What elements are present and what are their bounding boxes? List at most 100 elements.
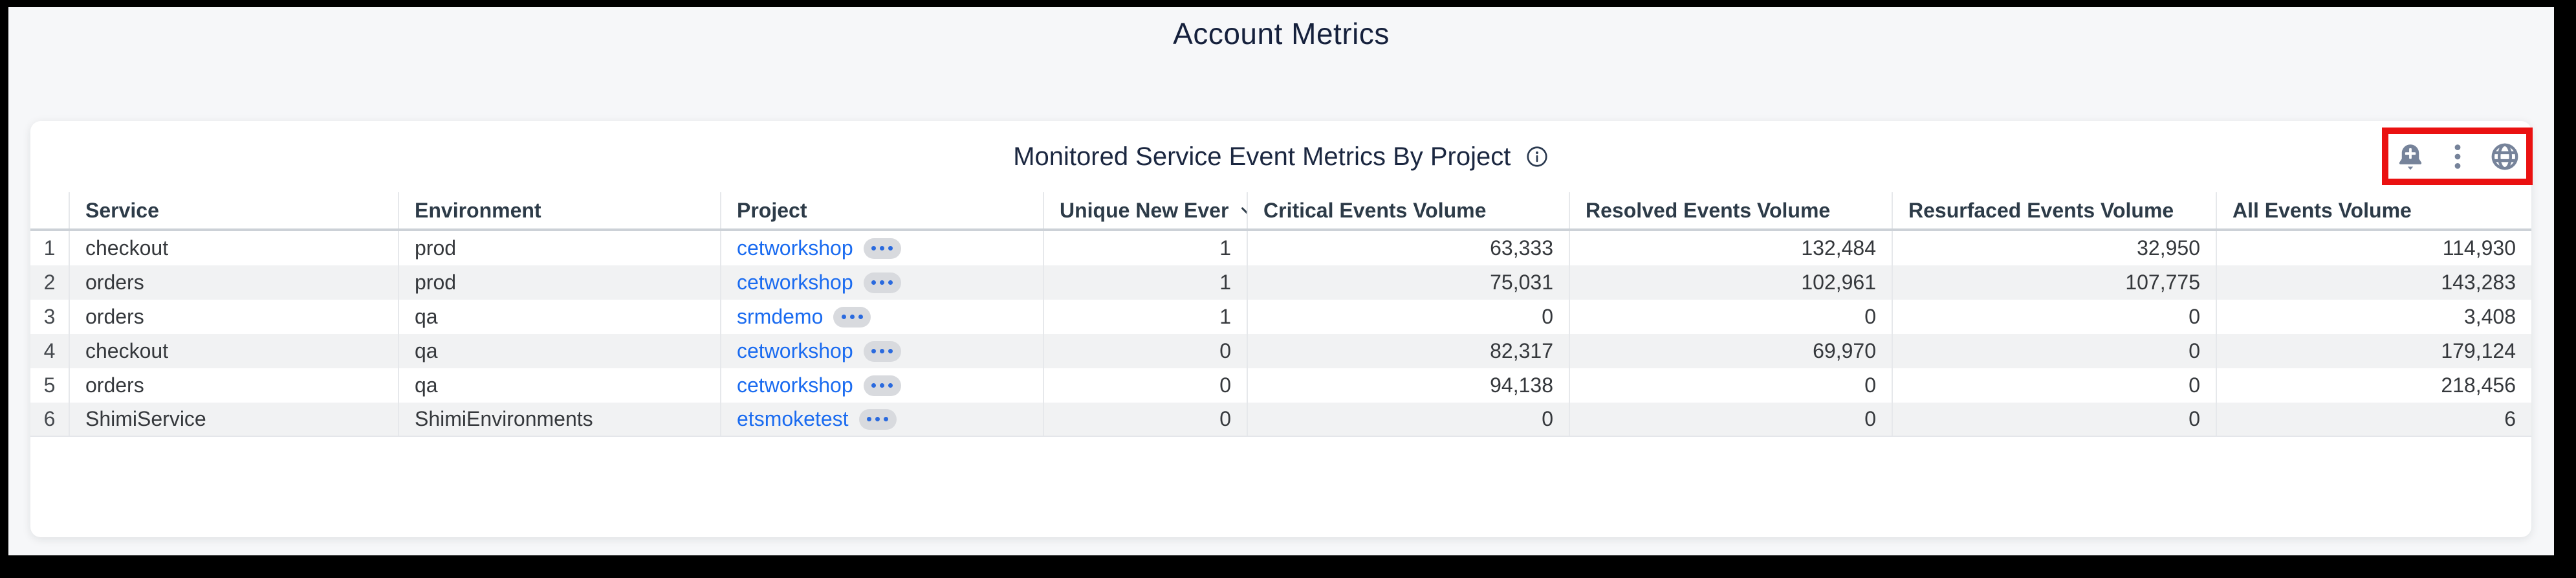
table-row: 3 orders qa srmdemo 1 0 0 0 3,408	[30, 300, 2531, 334]
table-row: 4 checkout qa cetworkshop 0 82,317 69,97…	[30, 334, 2531, 368]
cell-critical: 94,138	[1247, 368, 1569, 403]
cell-all: 3,408	[2216, 300, 2531, 334]
cell-environment: ShimiEnvironments	[398, 403, 720, 436]
cell-critical: 82,317	[1247, 334, 1569, 368]
cell-resolved: 132,484	[1569, 231, 1892, 265]
header-resolved[interactable]: Resolved Events Volume	[1569, 192, 1892, 228]
ellipsis-icon	[871, 349, 893, 353]
project-actions-pill[interactable]	[863, 340, 901, 362]
cell-critical: 0	[1247, 300, 1569, 334]
project-link[interactable]: cetworkshop	[737, 373, 853, 397]
cell-all: 218,456	[2216, 368, 2531, 403]
row-number: 3	[43, 305, 56, 328]
header-critical[interactable]: Critical Events Volume	[1247, 192, 1569, 228]
row-number: 1	[43, 236, 56, 260]
cell-service: checkout	[69, 231, 398, 265]
cell-service: orders	[69, 300, 398, 334]
cell-all: 6	[2216, 403, 2531, 436]
cell-all: 114,930	[2216, 231, 2531, 265]
header-all[interactable]: All Events Volume	[2216, 192, 2531, 228]
cell-environment: qa	[398, 368, 720, 403]
project-actions-pill[interactable]	[863, 375, 901, 396]
header-project[interactable]: Project	[720, 192, 1043, 228]
cell-project: cetworkshop	[720, 231, 1043, 265]
panel-toolbar-highlight-box	[2382, 128, 2533, 185]
ellipsis-icon	[871, 383, 893, 388]
panel-header: Monitored Service Event Metrics By Proje…	[30, 121, 2533, 192]
cell-resurfaced: 0	[1892, 403, 2216, 436]
header-unique-new-ever[interactable]: Unique New Ever	[1043, 192, 1247, 228]
kebab-menu-icon[interactable]	[2451, 142, 2464, 172]
cell-service: orders	[69, 265, 398, 300]
cell-resolved: 69,970	[1569, 334, 1892, 368]
header-environment[interactable]: Environment	[398, 192, 720, 228]
ellipsis-icon	[871, 246, 893, 250]
cell-project: cetworkshop	[720, 368, 1043, 403]
cell-resurfaced: 0	[1892, 334, 2216, 368]
project-link[interactable]: srmdemo	[737, 305, 824, 328]
sort-desc-chevron-icon[interactable]	[1238, 201, 1247, 220]
header-unique-label: Unique New Ever	[1060, 198, 1229, 222]
header-service[interactable]: Service	[69, 192, 398, 228]
panel-title: Monitored Service Event Metrics By Proje…	[1013, 142, 1511, 171]
project-link[interactable]: cetworkshop	[737, 236, 853, 260]
cell-all: 143,283	[2216, 265, 2531, 300]
row-number: 6	[43, 407, 56, 430]
cell-project: etsmoketest	[720, 403, 1043, 436]
dashboard-page: Account Metrics Monitored Service Event …	[8, 7, 2554, 555]
header-resurfaced[interactable]: Resurfaced Events Volume	[1892, 192, 2216, 228]
cell-project: srmdemo	[720, 300, 1043, 334]
cell-project: cetworkshop	[720, 334, 1043, 368]
cell-all: 179,124	[2216, 334, 2531, 368]
metrics-table: Service Environment Project Unique New E…	[30, 192, 2531, 437]
table-row: 5 orders qa cetworkshop 0 94,138 0 0 218…	[30, 368, 2531, 403]
cell-service: orders	[69, 368, 398, 403]
add-alert-bell-icon[interactable]	[2396, 142, 2425, 172]
cell-resolved: 0	[1569, 368, 1892, 403]
project-actions-pill[interactable]	[858, 408, 897, 430]
globe-icon[interactable]	[2490, 142, 2520, 172]
cell-resurfaced: 0	[1892, 300, 2216, 334]
project-actions-pill[interactable]	[833, 306, 871, 328]
cell-service: ShimiService	[69, 403, 398, 436]
cell-service: checkout	[69, 334, 398, 368]
row-number: 2	[43, 271, 56, 294]
info-icon[interactable]	[1525, 145, 1549, 168]
cell-critical: 75,031	[1247, 265, 1569, 300]
cell-unique: 1	[1043, 231, 1247, 265]
cell-resurfaced: 107,775	[1892, 265, 2216, 300]
project-actions-pill[interactable]	[863, 272, 901, 293]
cell-environment: prod	[398, 265, 720, 300]
table-panel: Monitored Service Event Metrics By Proje…	[30, 121, 2533, 537]
project-link[interactable]: cetworkshop	[737, 271, 853, 294]
cell-unique: 1	[1043, 265, 1247, 300]
table-header-row: Service Environment Project Unique New E…	[30, 192, 2531, 231]
project-actions-pill[interactable]	[863, 238, 901, 259]
cell-environment: qa	[398, 334, 720, 368]
ellipsis-icon	[841, 315, 863, 319]
table-row: 1 checkout prod cetworkshop 1 63,333 132…	[30, 231, 2531, 265]
cell-unique: 1	[1043, 300, 1247, 334]
header-row-number	[30, 192, 69, 228]
cell-unique: 0	[1043, 368, 1247, 403]
project-link[interactable]: etsmoketest	[737, 407, 849, 430]
cell-resolved: 0	[1569, 300, 1892, 334]
cell-resolved: 0	[1569, 403, 1892, 436]
project-link[interactable]: cetworkshop	[737, 339, 853, 362]
cell-environment: qa	[398, 300, 720, 334]
cell-unique: 0	[1043, 403, 1247, 436]
row-number: 4	[43, 339, 56, 362]
cell-resurfaced: 32,950	[1892, 231, 2216, 265]
row-number: 5	[43, 373, 56, 397]
cell-unique: 0	[1043, 334, 1247, 368]
panel-title-wrap: Monitored Service Event Metrics By Proje…	[30, 142, 2531, 172]
cell-environment: prod	[398, 231, 720, 265]
ellipsis-icon	[871, 280, 893, 285]
cell-critical: 0	[1247, 403, 1569, 436]
page-title: Account Metrics	[1173, 17, 1390, 50]
cell-critical: 63,333	[1247, 231, 1569, 265]
table-row: 2 orders prod cetworkshop 1 75,031 102,9…	[30, 265, 2531, 300]
cell-project: cetworkshop	[720, 265, 1043, 300]
ellipsis-icon	[867, 417, 889, 421]
cell-resurfaced: 0	[1892, 368, 2216, 403]
